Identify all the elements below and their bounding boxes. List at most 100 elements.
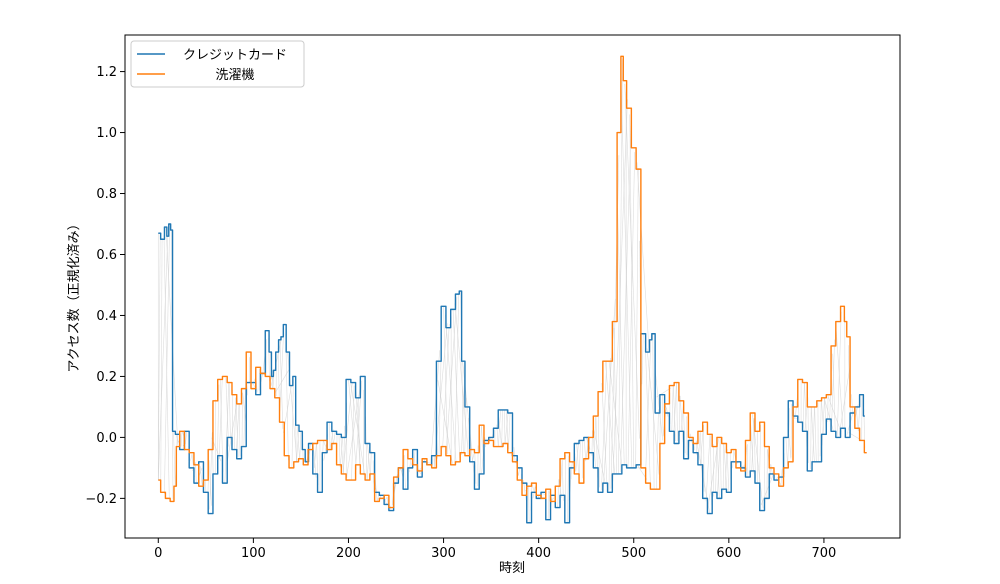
alignment-connector <box>810 406 815 462</box>
alignment-connector <box>224 381 230 484</box>
alignment-connector <box>620 86 633 468</box>
alignment-connector <box>715 441 718 494</box>
alignment-connector <box>802 382 805 428</box>
alignment-connector <box>242 392 247 421</box>
x-tick-label: 300 <box>431 546 456 561</box>
alignment-connector <box>190 453 193 461</box>
alignment-connector <box>578 441 581 479</box>
alignment-connector <box>723 443 728 492</box>
alignment-connector <box>260 373 263 382</box>
alignment-connector <box>299 431 302 460</box>
alignment-connector <box>823 397 834 432</box>
alignment-connector <box>238 403 241 457</box>
alignment-connector <box>673 382 677 437</box>
alignment-connector <box>403 455 406 490</box>
alignment-connector <box>160 238 163 487</box>
alignment-connector <box>673 384 676 442</box>
alignment-connector <box>561 459 564 501</box>
alignment-connector <box>794 417 798 419</box>
alignment-connector <box>279 328 285 412</box>
alignment-connector <box>199 466 203 485</box>
alignment-connector <box>350 380 366 477</box>
alignment-connector <box>588 445 591 450</box>
alignment-connector <box>208 459 212 506</box>
alignment-connector <box>819 399 822 457</box>
alignment-connector <box>593 415 597 462</box>
alignment-connector <box>508 412 511 450</box>
alignment-connector <box>821 397 825 446</box>
alignment-connector <box>192 462 196 472</box>
alignment-connector <box>576 443 580 479</box>
alignment-connector <box>243 373 247 447</box>
x-tick-label: 100 <box>241 546 266 561</box>
alignment-connector <box>274 368 290 394</box>
alignment-connector <box>198 467 203 477</box>
alignment-connector <box>313 442 317 468</box>
alignment-connector <box>666 407 669 417</box>
alignment-connector <box>732 450 735 468</box>
alignment-connector <box>746 444 749 478</box>
alignment-connector <box>445 297 458 452</box>
alignment-connector <box>498 409 501 447</box>
alignment-connector <box>618 58 623 474</box>
alignment-connector <box>679 395 681 437</box>
legend-label-1: 洗濯機 <box>215 68 254 83</box>
alignment-connector <box>474 451 477 484</box>
alignment-connector <box>709 435 713 506</box>
alignment-connector <box>504 411 509 444</box>
alignment-connector <box>241 392 243 452</box>
alignment-connector <box>376 493 380 502</box>
alignment-connector <box>583 438 587 462</box>
alignment-connector <box>652 333 655 490</box>
alignment-connector <box>409 459 412 473</box>
alignment-connector <box>366 447 370 480</box>
alignment-connector <box>557 479 560 508</box>
alignment-connector <box>481 425 484 461</box>
alignment-connector <box>671 384 674 432</box>
alignment-connector <box>751 418 755 473</box>
alignment-connector <box>645 339 652 476</box>
alignment-connector <box>454 303 469 455</box>
alignment-connector <box>605 361 616 475</box>
y-tick-label: 0.4 <box>96 309 117 324</box>
alignment-connector <box>461 379 465 456</box>
alignment-connector <box>235 397 239 457</box>
alignment-connector <box>279 339 284 429</box>
alignment-connector <box>413 449 416 464</box>
alignment-connector <box>501 409 503 446</box>
alignment-connector <box>812 406 815 466</box>
alignment-connector <box>498 417 502 446</box>
alignment-connector <box>636 162 650 348</box>
alignment-connector <box>513 447 516 463</box>
alignment-connector <box>742 465 744 467</box>
legend-box <box>130 40 305 88</box>
y-tick-label: 0.6 <box>96 248 117 263</box>
alignment-connector <box>370 450 372 477</box>
alignment-connector <box>372 460 375 483</box>
alignment-connector <box>506 410 509 450</box>
alignment-connector <box>810 406 812 470</box>
alignment-connector <box>357 397 361 470</box>
alignment-connector <box>225 377 229 447</box>
alignment-connector <box>620 125 632 473</box>
alignment-connector <box>234 397 237 450</box>
alignment-connector <box>430 350 441 466</box>
alignment-connector <box>832 353 836 434</box>
x-tick-label: 600 <box>716 546 741 561</box>
alignment-connector <box>597 403 600 488</box>
alignment-connector <box>566 455 570 523</box>
alignment-connector <box>624 84 640 439</box>
alignment-connector <box>661 394 664 437</box>
y-tick-label: 1.2 <box>96 65 117 80</box>
alignment-connector <box>641 333 644 385</box>
alignment-connector <box>635 168 639 467</box>
alignment-connector <box>479 426 482 481</box>
alignment-connector <box>752 414 764 509</box>
alignment-connector <box>252 383 256 388</box>
alignment-connector <box>804 382 808 448</box>
alignment-connector <box>591 430 593 456</box>
alignment-connector <box>180 431 183 447</box>
y-axis: −0.2 0.0 0.2 0.4 0.6 0.8 1.0 1.2 <box>85 65 125 507</box>
alignment-connector <box>270 336 283 386</box>
